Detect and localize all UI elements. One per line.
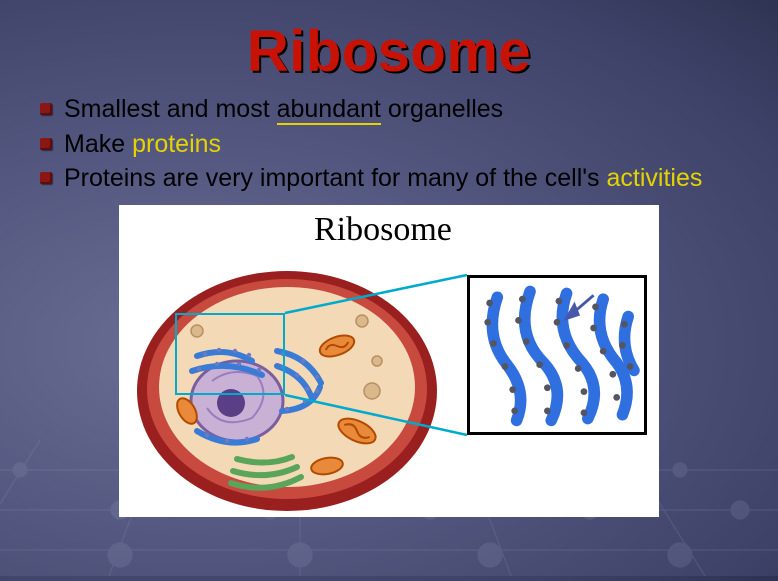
inset-diagram	[470, 278, 644, 432]
figure-caption: Ribosome	[314, 211, 452, 249]
bullet-item: Make proteins	[64, 128, 742, 161]
bullet-text-pre: Smallest and most	[64, 95, 277, 123]
bullet-text-post: organelles	[381, 95, 503, 123]
slide-title: Ribosome	[36, 18, 742, 85]
ribosome-figure: Ribosome	[119, 205, 659, 517]
bullet-highlight: activities	[607, 164, 703, 192]
bullet-list: Smallest and most abundant organelles Ma…	[36, 93, 742, 195]
bullet-item: Smallest and most abundant organelles	[64, 93, 742, 126]
bullet-text-pre: Make	[64, 130, 132, 158]
callout-source-rect	[175, 313, 285, 395]
bullet-item: Proteins are very important for many of …	[64, 162, 742, 195]
bullet-highlight: abundant	[277, 95, 381, 125]
inset-panel	[467, 275, 647, 435]
slide: Ribosome Smallest and most abundant orga…	[0, 0, 778, 576]
bullet-highlight: proteins	[132, 130, 221, 158]
bullet-text-pre: Proteins are very important for many of …	[64, 164, 607, 192]
